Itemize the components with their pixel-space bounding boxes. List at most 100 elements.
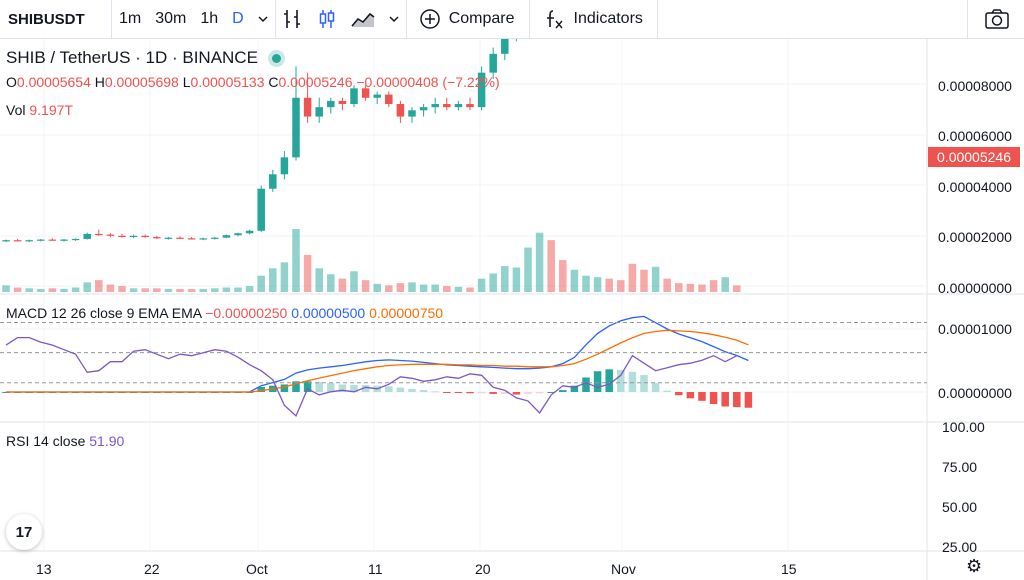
candle-body [118, 235, 126, 237]
volume-bar [686, 283, 695, 292]
chevron-down-icon[interactable] [251, 0, 275, 38]
macd-histogram-bar [524, 392, 532, 394]
volume-bar [211, 288, 219, 292]
volume-bar [292, 229, 300, 292]
volume-bar [269, 268, 277, 292]
change-value: −0.00000408 (−7.22%) [356, 74, 500, 90]
time-axis-label: Oct [246, 561, 268, 577]
macd-histogram-bar [443, 392, 451, 393]
candle-body [269, 174, 277, 189]
candle-body [234, 233, 242, 236]
rsi-axis-label: 100.00 [942, 419, 985, 435]
macd-histogram-bar [466, 392, 474, 394]
macd-histogram-bar [570, 385, 579, 392]
candle-body [501, 39, 509, 54]
volume-bar [570, 269, 579, 292]
macd-histogram-bar [385, 386, 393, 392]
candle-body [419, 107, 428, 111]
volume-bar [164, 289, 173, 292]
candles-icon[interactable] [310, 0, 344, 38]
macd-histogram-bar [512, 392, 521, 395]
macd-line [6, 315, 749, 393]
candle-body [222, 235, 231, 238]
bar-chart-icon[interactable] [276, 0, 310, 38]
area-chart-icon[interactable] [344, 0, 382, 38]
volume-label: Vol [6, 102, 26, 118]
indicators-label: Indicators [573, 10, 643, 27]
divider [111, 0, 112, 38]
macd-histogram-bar [744, 392, 753, 408]
macd-line-value: 0.00000500 [291, 305, 366, 321]
candle-body [327, 100, 335, 108]
interval-1m[interactable]: 1m [119, 10, 142, 27]
interval-30m[interactable]: 30m [155, 10, 187, 27]
candle-body [292, 97, 300, 158]
camera-icon[interactable] [968, 0, 1024, 38]
macd-histogram-bar [361, 385, 370, 392]
macd-histogram-bar [651, 383, 660, 392]
candle-body [71, 238, 80, 241]
volume-bar [582, 275, 590, 292]
volume-bar [721, 277, 729, 292]
volume-bar [129, 288, 138, 292]
indicators-button[interactable]: Indicators [530, 0, 657, 38]
volume-bar [501, 266, 509, 292]
price-axis-label: 0.00004000 [938, 179, 1012, 195]
candle-body [153, 237, 161, 239]
last-price-tag: 0.00005246 [928, 147, 1020, 167]
interval-1h[interactable]: 1h [200, 10, 219, 27]
macd-histogram-bar [338, 384, 347, 392]
rsi-axis-label: 50.00 [942, 499, 978, 515]
macd-histogram-bar [408, 388, 416, 392]
time-axis-label: Nov [611, 561, 636, 577]
chart-canvas[interactable] [0, 39, 1024, 580]
macd-histogram-bar [628, 371, 637, 392]
volume-bar [71, 287, 80, 292]
time-axis-label: 11 [368, 561, 383, 577]
macd-histogram-bar [663, 390, 671, 392]
rsi-axis-label: 25.00 [942, 539, 978, 555]
candle-body [303, 97, 312, 117]
macd-histogram-bar [396, 387, 405, 392]
volume-bar [466, 287, 474, 292]
time-axis-label: 15 [781, 561, 797, 577]
volume-bar [118, 286, 126, 292]
candle-body [37, 239, 45, 241]
macd-histogram-bar [733, 392, 741, 408]
volume-bar [153, 288, 161, 292]
high-key: H [94, 74, 105, 90]
macd-histogram-bar [559, 390, 567, 392]
symbol-search[interactable]: SHIBUSDT [8, 10, 85, 28]
volume-bar [37, 289, 45, 292]
rsi-value: 51.90 [89, 433, 125, 449]
volume-bar [605, 278, 613, 292]
price-axis-label: 0.00000000 [938, 280, 1012, 296]
macd-histogram-bar [431, 391, 439, 393]
candle-body [385, 94, 393, 105]
tradingview-logo[interactable]: 17 [6, 514, 42, 550]
macd-histogram-bar [327, 383, 335, 392]
macd-histogram-bar [721, 392, 729, 407]
volume-bar [385, 285, 393, 292]
volume-bar [559, 260, 567, 292]
macd-histogram-bar [535, 392, 544, 394]
macd-histogram-bar [315, 381, 323, 392]
volume-bar [396, 283, 405, 292]
legend-ohlc: O0.00005654 H0.00005698 L0.00005133 C0.0… [6, 74, 500, 90]
volume-bar [709, 280, 718, 292]
divider [528, 0, 530, 38]
chevron-down-icon[interactable] [382, 0, 406, 38]
compare-button[interactable]: Compare [407, 0, 529, 38]
volume-bar [640, 269, 648, 292]
candle-body [396, 104, 405, 117]
volume-bar [733, 285, 741, 292]
candle-body [176, 237, 184, 239]
candle-body [245, 230, 254, 234]
volume-bar [698, 284, 706, 292]
macd-histogram-bar [350, 385, 358, 392]
candle-body [13, 240, 22, 242]
volume-bar [675, 283, 683, 292]
volume-bar [419, 284, 428, 292]
interval-d[interactable]: D [232, 10, 244, 27]
gear-icon[interactable]: ⚙ [966, 556, 983, 576]
